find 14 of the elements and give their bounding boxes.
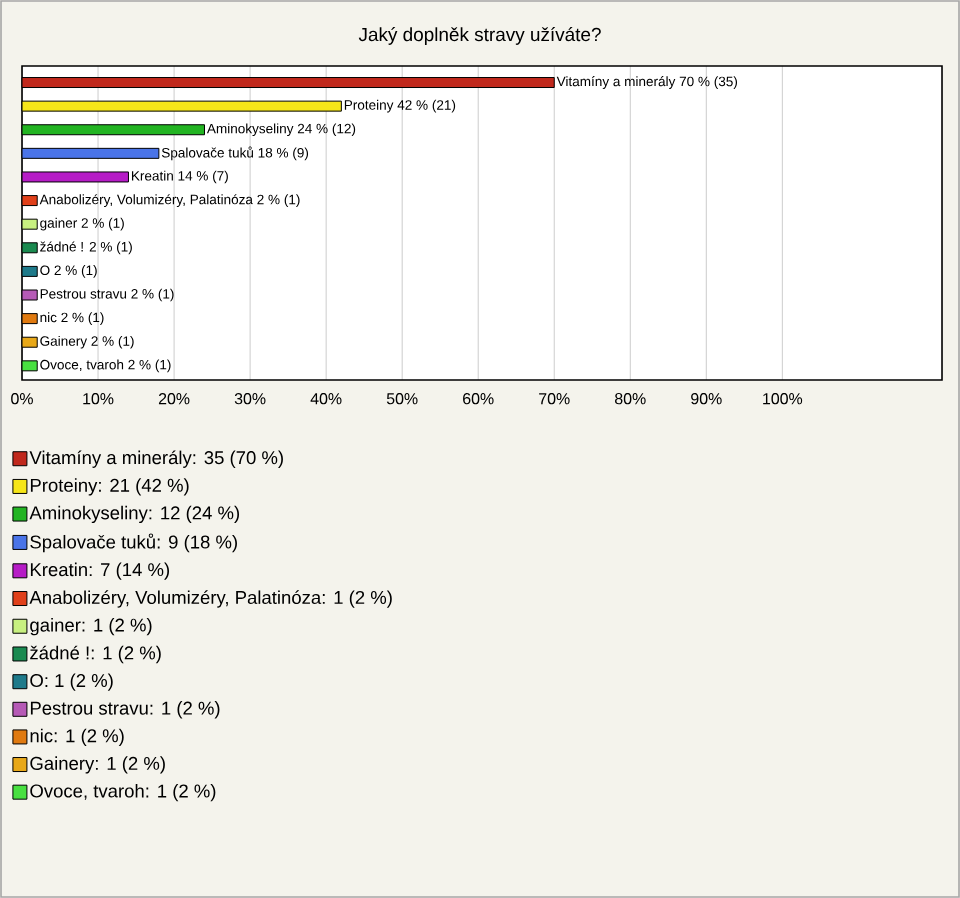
- legend-label: žádné !: 1 (2 %): [30, 645, 161, 664]
- legend-label: Kreatin: 7 (14 %): [30, 562, 170, 580]
- legend-label: Proteiny: 21 (42 %): [30, 478, 189, 496]
- legend-label: Vitamíny a minerály: 35 (70 %): [29, 450, 283, 468]
- legend-label: Aminokyseliny: 12 (24 %): [29, 505, 240, 524]
- legend-label: nic: 1 (2 %): [30, 728, 124, 746]
- legend-label: gainer: 1 (2 %): [30, 618, 152, 636]
- legend-label: Anabolizéry, Volumizéry, Palatinóza: 1 (2 %): [29, 590, 392, 608]
- legend-label: Ovoce, tvaroh: 1 (2 %): [30, 783, 216, 802]
- legend-label: Gainery: 1 (2 %): [30, 756, 165, 774]
- chart-title: Jaký doplněk stravy užíváte?: [358, 27, 601, 45]
- legend-label: Spalovače tuků: 9 (18 %): [30, 533, 237, 553]
- legend-label: Pestrou stravu: 1 (2 %): [30, 701, 220, 719]
- legend-label: O: 1 (2 %): [30, 673, 113, 691]
